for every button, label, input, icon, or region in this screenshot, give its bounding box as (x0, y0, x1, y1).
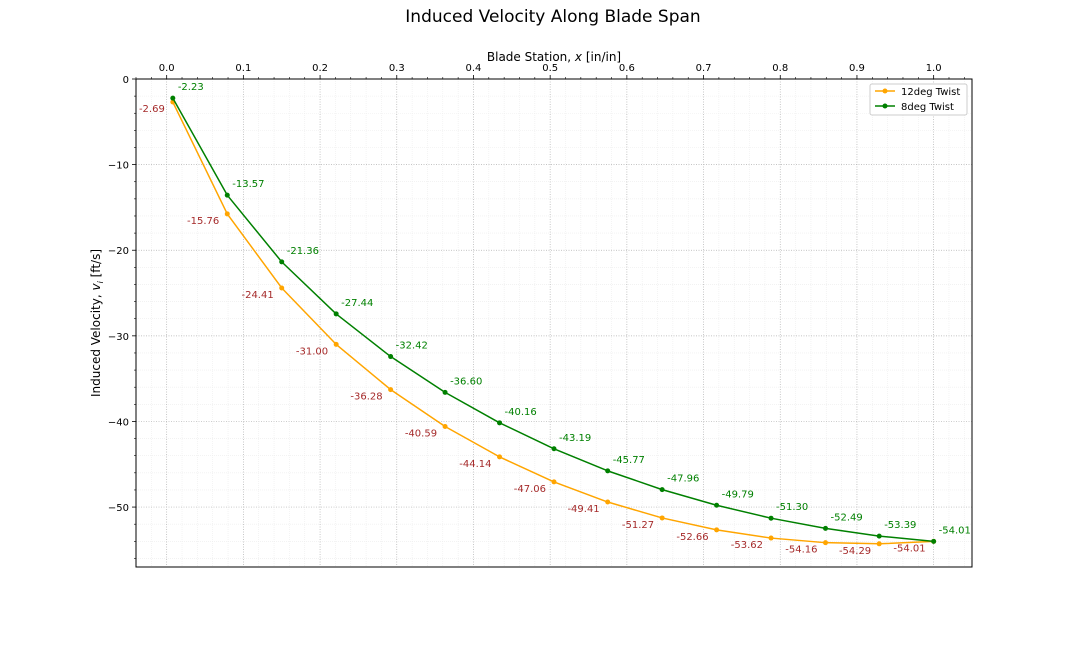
data-label-12deg: -40.59 (405, 429, 437, 440)
y-axis-subscript: i (96, 280, 105, 283)
data-label-8deg: -51.30 (776, 502, 808, 513)
legend-label-12deg: 12deg Twist (901, 87, 960, 98)
x-tick-label: 0.7 (696, 63, 712, 74)
data-point-12deg (224, 211, 230, 217)
data-label-12deg: -2.69 (139, 104, 165, 115)
y-tick-label: −10 (108, 161, 129, 172)
data-label-8deg: -40.16 (505, 407, 537, 418)
series-line-12deg (172, 101, 934, 545)
data-point-8deg (931, 538, 937, 544)
x-tick-label: 0.4 (466, 63, 482, 74)
y-axis-variable: v (89, 283, 103, 291)
data-point-8deg (823, 525, 829, 531)
data-label-12deg: -36.28 (350, 392, 382, 403)
data-label-12deg: -47.06 (514, 484, 546, 495)
x-tick-label: 0.3 (389, 63, 405, 74)
data-label-8deg: -53.39 (884, 520, 916, 531)
data-labels: -2.69 -15.76 -24.41 -31.00 -36.28 -40.59 -44.1… (139, 82, 971, 557)
data-label-12deg: -15.76 (187, 216, 219, 227)
data-point-8deg (876, 533, 882, 539)
data-point-8deg (170, 95, 176, 101)
y-tick-label: −50 (108, 503, 129, 514)
data-point-8deg (388, 354, 394, 360)
y-tick-label: −40 (108, 417, 129, 428)
x-tick-label: 0.2 (312, 63, 328, 74)
data-point-8deg (333, 311, 339, 317)
x-tick-label: 1.0 (926, 63, 942, 74)
data-label-8deg: -43.19 (559, 433, 591, 444)
data-label-12deg: -44.14 (459, 459, 491, 470)
data-point-8deg (605, 468, 611, 474)
series-layer (170, 95, 937, 547)
data-label-8deg: -54.01 (939, 525, 971, 536)
data-point-12deg (823, 540, 829, 546)
data-label-12deg: -54.01 (893, 543, 925, 554)
minor-grid (135, 79, 972, 567)
x-axis-label: Blade Station, x [in/in] (487, 50, 621, 64)
x-tick-label: 0.0 (159, 63, 175, 74)
x-tick-label: 0.8 (772, 63, 788, 74)
data-label-8deg: -27.44 (341, 298, 373, 309)
data-label-12deg: -54.16 (785, 545, 817, 556)
chart-title: Induced Velocity Along Blade Span (405, 7, 700, 27)
y-axis: 0 −10 −20 −30 −40 −50 (108, 75, 136, 559)
data-label-12deg: -31.00 (296, 346, 328, 357)
y-tick-label: −20 (108, 246, 129, 257)
y-axis-label-text: Induced Velocity, (89, 291, 103, 397)
x-axis: 0.0 0.1 0.2 0.3 0.4 0.5 0.6 0.7 0.8 0.9 1.0 (135, 63, 965, 79)
data-point-8deg (224, 192, 230, 198)
x-tick-label: 0.1 (235, 63, 251, 74)
data-point-8deg (279, 259, 285, 265)
data-point-12deg (876, 541, 882, 547)
data-point-12deg (279, 285, 285, 291)
data-point-8deg (659, 487, 665, 493)
data-point-8deg (768, 515, 774, 521)
y-axis-label: Induced Velocity, vi [ft/s] (89, 249, 105, 397)
data-label-8deg: -21.36 (287, 246, 319, 257)
y-tick-label: 0 (123, 75, 129, 86)
data-point-8deg (714, 502, 720, 508)
data-point-8deg (497, 420, 503, 426)
legend-label-8deg: 8deg Twist (901, 102, 954, 113)
y-tick-label: −30 (108, 332, 129, 343)
legend-marker-8deg (882, 103, 888, 109)
major-grid (136, 78, 972, 567)
data-label-8deg: -13.57 (232, 179, 264, 190)
data-label-12deg: -49.41 (567, 504, 599, 515)
x-axis-variable: x (574, 50, 583, 64)
data-point-8deg (442, 389, 448, 395)
data-label-8deg: -52.49 (831, 512, 863, 523)
data-point-12deg (768, 535, 774, 541)
x-axis-label-text: Blade Station, (487, 50, 575, 64)
y-axis-unit: [ft/s] (89, 249, 103, 281)
x-tick-label: 0.6 (619, 63, 635, 74)
plot-area-frame (135, 78, 973, 568)
x-tick-label: 0.5 (542, 63, 558, 74)
data-label-12deg: -52.66 (676, 532, 708, 543)
data-point-8deg (551, 446, 557, 452)
x-axis-unit: [in/in] (582, 50, 621, 64)
data-point-12deg (497, 454, 503, 460)
data-point-12deg (659, 515, 665, 521)
legend-marker-12deg (882, 88, 888, 94)
data-label-8deg: -32.42 (396, 341, 428, 352)
data-point-12deg (442, 424, 448, 430)
data-label-12deg: -54.29 (839, 546, 871, 557)
data-label-12deg: -53.62 (731, 540, 763, 551)
data-point-12deg (551, 479, 557, 485)
data-label-8deg: -36.60 (450, 376, 482, 387)
data-label-12deg: -51.27 (622, 520, 654, 531)
data-point-12deg (333, 341, 339, 347)
data-point-12deg (388, 387, 394, 393)
x-tick-label: 0.9 (849, 63, 865, 74)
data-label-8deg: -2.23 (178, 82, 204, 93)
legend: 12deg Twist 8deg Twist (869, 83, 968, 116)
data-label-8deg: -47.96 (667, 474, 699, 485)
data-label-8deg: -49.79 (722, 489, 754, 500)
data-label-8deg: -45.77 (613, 455, 645, 466)
data-point-12deg (714, 527, 720, 533)
data-point-12deg (605, 499, 611, 505)
data-label-12deg: -24.41 (241, 290, 273, 301)
